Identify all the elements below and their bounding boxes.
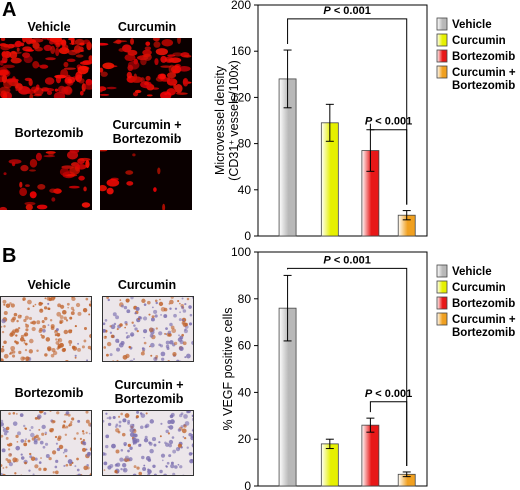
y-tick-label-1-1: 20	[238, 432, 252, 446]
y-tick-label-0-2: 80	[238, 137, 252, 151]
legend-label-0-3: Curcumin + Bortezomib	[452, 67, 516, 92]
significance-bracket-0-0	[287, 18, 408, 205]
y-tick-label-1-3: 60	[238, 339, 252, 353]
significance-label-0-1: P < 0.001	[365, 116, 412, 128]
plot-frame-1	[257, 251, 428, 487]
legend-swatch-1-3	[436, 312, 448, 326]
significance-label-0-0: P < 0.001	[323, 5, 370, 17]
plot-frame-0	[257, 4, 428, 237]
legend-label-1-2: Bortezomib	[452, 298, 515, 310]
bar-1-2	[361, 424, 380, 487]
micrograph-combo-b	[102, 410, 194, 476]
legend-swatch-1-2	[436, 296, 448, 310]
legend-label-0-2: Bortezomib	[452, 51, 515, 63]
micrograph-bortezomib-b	[0, 410, 92, 476]
significance-bracket-1-0	[287, 267, 408, 466]
significance-label-1-1: P < 0.001	[365, 388, 412, 400]
legend-swatch-1-0	[436, 264, 448, 278]
bar-1-1	[320, 443, 339, 487]
panel-letter-b: B	[2, 245, 17, 267]
image-label-curcumin-a: Curcumin	[117, 20, 177, 34]
y-tick-label-1-2: 40	[238, 385, 252, 399]
legend-swatch-0-0	[436, 17, 448, 31]
panel-letter-a: A	[2, 0, 17, 21]
micrograph-vehicle-b	[0, 296, 92, 362]
micrograph-curcumin-b	[102, 296, 194, 362]
legend-label-0-1: Curcumin	[452, 35, 506, 47]
image-label-bortezomib-b: Bortezomib	[14, 386, 84, 400]
legend-swatch-0-3	[436, 65, 448, 79]
y-axis-label: % VEGF positive cells	[221, 308, 235, 431]
y-tick-label-0-0: 0	[244, 229, 251, 243]
image-label-vehicle-b: Vehicle	[27, 278, 71, 292]
image-label-vehicle-a: Vehicle	[27, 20, 71, 34]
legend-label-1-3: Curcumin + Bortezomib	[452, 314, 516, 339]
image-label-combo-a: Curcumin + Bortezomib	[112, 118, 182, 146]
micrograph-combo-a	[100, 150, 192, 210]
image-label-combo-b: Curcumin + Bortezomib	[114, 378, 184, 406]
y-tick-label-1-4: 80	[238, 292, 252, 306]
y-tick-label-0-3: 120	[231, 90, 251, 104]
legend-label-1-1: Curcumin	[452, 282, 506, 294]
y-tick-label-1-0: 0	[244, 479, 251, 490]
legend-label-1-0: Vehicle	[452, 266, 492, 278]
legend-swatch-0-1	[436, 33, 448, 47]
y-tick-label-1-5: 100	[231, 245, 251, 259]
y-tick-label-0-5: 200	[231, 0, 251, 12]
legend-label-0-0: Vehicle	[452, 19, 492, 31]
micrograph-bortezomib-a	[0, 150, 92, 210]
legend-swatch-0-2	[436, 49, 448, 63]
legend-swatch-1-1	[436, 280, 448, 294]
significance-bracket-1-1	[369, 401, 408, 466]
image-label-curcumin-b: Curcumin	[117, 278, 177, 292]
y-axis-label-line2: (CD31+ vessels/100x)	[227, 60, 242, 181]
y-axis-label-line1: Microvessel density	[213, 65, 227, 175]
y-tick-label-0-1: 40	[238, 183, 252, 197]
image-label-bortezomib-a: Bortezomib	[14, 126, 84, 140]
y-tick-label-0-4: 160	[231, 44, 251, 58]
significance-label-1-0: P < 0.001	[323, 254, 370, 266]
significance-bracket-0-1	[369, 123, 408, 205]
micrograph-curcumin-a	[100, 38, 192, 98]
micrograph-vehicle-a	[0, 38, 92, 98]
